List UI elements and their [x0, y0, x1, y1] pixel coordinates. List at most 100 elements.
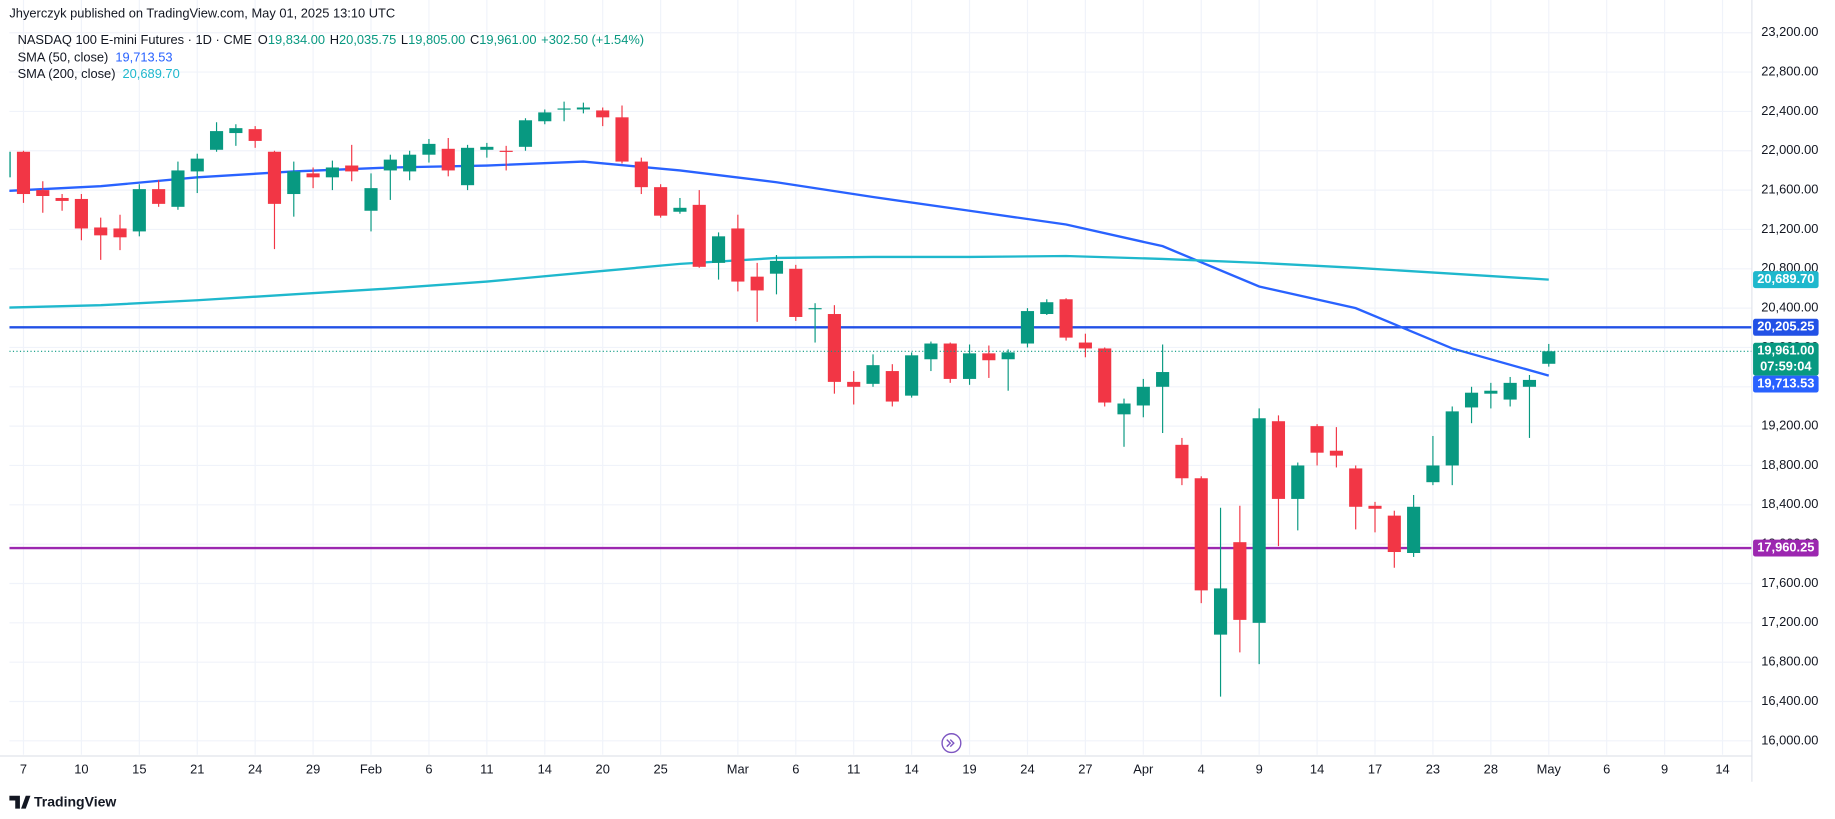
- candle-body: [152, 189, 166, 204]
- ohlc-key: H: [330, 32, 339, 47]
- x-tick-label: May: [1537, 761, 1562, 776]
- price-tag: [1753, 318, 1819, 336]
- button-circle[interactable]: [941, 733, 962, 754]
- candle-body: [1156, 372, 1170, 387]
- price-tag: [1753, 271, 1819, 289]
- candle-body: [576, 107, 590, 110]
- candle-body: [538, 112, 552, 122]
- y-tick-label: 17,600.00: [1761, 575, 1818, 590]
- price-tag: [1753, 539, 1819, 557]
- ohlc-value: 20,035.75: [339, 32, 396, 47]
- candle-body: [1020, 311, 1035, 344]
- candle-body: [364, 188, 378, 211]
- candle-body: [499, 150, 513, 152]
- candle-body: [731, 228, 745, 282]
- y-tick-label: 16,800.00: [1761, 654, 1818, 669]
- ohlc-key: L: [401, 32, 408, 47]
- candle-body: [9, 151, 11, 178]
- candle-body: [982, 353, 996, 361]
- y-tick-label: 18,400.00: [1761, 496, 1818, 511]
- candle-body: [1078, 342, 1092, 349]
- x-tick-label: 14: [904, 761, 918, 776]
- candle-body: [403, 154, 417, 172]
- ohlc-value: 19,834.00: [268, 32, 325, 47]
- x-tick-label: 11: [480, 761, 493, 776]
- publisher-header: Jhyerczyk published on TradingView.com, …: [9, 5, 395, 20]
- candle-body: [460, 147, 475, 186]
- ohlc-key: O: [258, 32, 268, 47]
- x-tick-label: 11: [847, 761, 860, 776]
- candle-body: [1098, 348, 1112, 403]
- candle-body: [673, 207, 687, 212]
- candle-body: [132, 189, 146, 232]
- candle-body: [55, 197, 69, 201]
- candle-body: [74, 198, 88, 229]
- candle-body: [654, 187, 668, 216]
- price-tag-label: 17,960.25: [1757, 539, 1814, 554]
- y-tick-label: 22,800.00: [1761, 63, 1818, 78]
- x-tick-label: 9: [1661, 761, 1668, 776]
- candle-body: [1368, 505, 1382, 509]
- ohlc-value: 19,805.00: [408, 32, 465, 47]
- candle-body: [615, 117, 629, 162]
- candle-body: [692, 204, 706, 267]
- footer-text: TradingView: [34, 793, 116, 809]
- candle-body: [750, 276, 764, 291]
- candle-body: [1040, 302, 1054, 315]
- candle-body: [190, 158, 204, 172]
- y-tick-label: 23,200.00: [1761, 24, 1818, 39]
- candle-body: [1503, 382, 1517, 400]
- scroll-to-realtime-button[interactable]: [941, 733, 962, 754]
- y-tick-label: 21,200.00: [1761, 221, 1818, 236]
- x-tick-label: 4: [1198, 761, 1205, 776]
- candle-body: [557, 108, 571, 110]
- button-icon[interactable]: [946, 739, 955, 748]
- candle-body: [1271, 421, 1286, 499]
- price-tag-label: 19,961.00: [1757, 343, 1814, 358]
- x-tick-label: 15: [132, 761, 146, 776]
- sma-line: [9, 160, 1550, 377]
- candle-body: [1001, 352, 1015, 360]
- candle-body: [1059, 299, 1073, 338]
- symbol-legend: NASDAQ 100 E-mini Futures · 1D · CME O19,…: [18, 32, 645, 47]
- indicator-legend: SMA (200, close) 20,689.70: [18, 66, 180, 81]
- candle-body: [711, 236, 726, 263]
- y-tick-label: 20,400.00: [1761, 300, 1818, 315]
- candle-body: [480, 146, 494, 150]
- candle-body: [1484, 390, 1498, 394]
- candle-body: [1136, 386, 1150, 406]
- candle-body: [287, 171, 301, 195]
- change-percent: (+1.54%): [592, 32, 645, 47]
- candle-body: [866, 365, 880, 384]
- x-tick-label: 24: [1020, 761, 1034, 776]
- candle-body: [267, 151, 282, 204]
- y-tick-label: 18,800.00: [1761, 457, 1818, 472]
- x-tick-label: 14: [1310, 761, 1324, 776]
- candle-body: [1464, 392, 1479, 408]
- price-tag-label: 20,689.70: [1757, 271, 1814, 286]
- candle-body: [1117, 403, 1131, 415]
- grid: [9, 0, 1752, 755]
- x-tick-label: 29: [306, 761, 320, 776]
- candle-body: [16, 151, 31, 195]
- indicator-legend: SMA (50, close) 19,713.53: [18, 50, 173, 65]
- candle-body: [1426, 465, 1440, 483]
- candle-body: [789, 268, 803, 317]
- candle-body: [943, 343, 957, 379]
- x-tick-label: 25: [653, 761, 667, 776]
- ohlc-key: C: [470, 32, 479, 47]
- x-tick-label: 19: [962, 761, 976, 776]
- price-tag: [1753, 375, 1819, 393]
- price-tag-label: 19,713.53: [1757, 375, 1814, 390]
- x-tick-label: Apr: [1133, 761, 1154, 776]
- indicator-value: 20,689.70: [123, 66, 180, 81]
- candle-body: [306, 173, 320, 178]
- x-tick-label: 6: [1603, 761, 1610, 776]
- candle-body: [634, 161, 648, 188]
- candle-body: [1213, 588, 1228, 635]
- candle-body: [596, 110, 610, 118]
- candle-body: [808, 308, 822, 310]
- candle-body: [1407, 506, 1421, 554]
- candle-body: [1252, 418, 1266, 623]
